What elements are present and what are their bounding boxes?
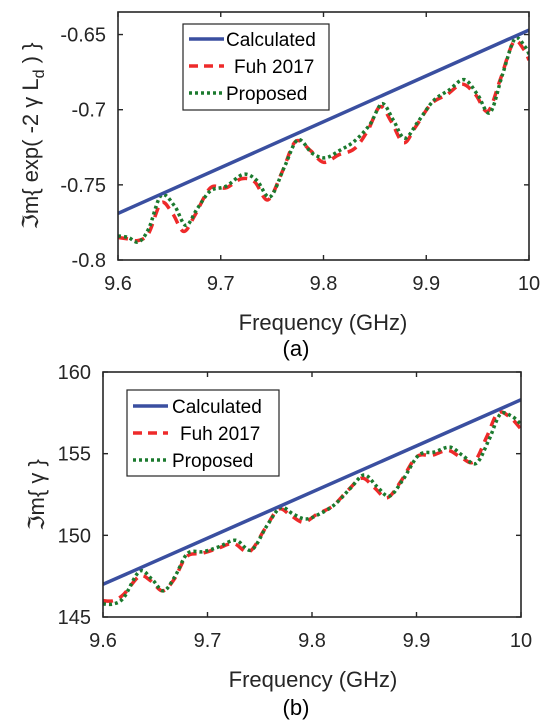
legend-a: Calculated Fuh 2017 Proposed [182,23,330,111]
y-tick-label: 145 [58,607,91,629]
x-tick-label: 9.8 [298,630,326,652]
y-tick-label: -0.75 [60,175,106,197]
x-tick-label: 9.9 [403,630,431,652]
x-tick-label: 10 [510,630,532,652]
y-tick-label: 160 [58,362,91,384]
x-tick-label: 9.6 [89,630,117,652]
y-tick-label: -0.8 [72,250,106,272]
legend-b-label-fuh2017: Fuh 2017 [180,424,260,445]
x-tick-label: 10 [518,273,540,295]
chart-panel-a: 9.6 9.7 9.8 9.9 10 -0.8 -0.75 -0.7 -0.65 Frequen… [18,11,540,361]
chart-panel-b: 9.6 9.7 9.8 9.9 10 145 150 155 160 Frequency (GH… [24,362,532,720]
legend-b-label-proposed: Proposed [172,451,253,472]
series-line-calculated-b [103,398,521,586]
y-axis-label-a: ℑm{ exp( -2 γ Ld ) } [18,43,48,230]
legend-b-label-calculated: Calculated [172,397,262,418]
legend-a-label-calculated: Calculated [226,30,316,51]
tick-labels-a: 9.6 9.7 9.8 9.9 10 -0.8 -0.75 -0.7 -0.65 [60,12,540,295]
caption-a: (a) [283,336,310,361]
x-tick-label: 9.7 [194,630,222,652]
y-tick-label: -0.65 [60,25,106,47]
y-axis-label-a-end: ) } [18,43,43,70]
y-axis-label-a-subscript: d [31,69,48,78]
tick-labels-b: 9.6 9.7 9.8 9.9 10 145 150 155 160 [58,362,533,652]
series-line-proposed-b [103,411,521,607]
y-tick-label: 150 [58,525,91,547]
legend-b: Calculated Fuh 2017 Proposed [126,389,280,477]
plot-area-a [118,28,529,244]
y-axis-label-a-main: ℑm{ exp( -2 γ L [18,78,43,229]
x-tick-label: 9.6 [104,273,132,295]
plot-area-b [103,398,521,607]
x-axis-label-b: Frequency (GHz) [229,667,398,692]
y-axis-label-b: ℑm{ γ } [24,459,49,531]
series-line-calculated-a [118,28,529,216]
x-axis-label-a: Frequency (GHz) [239,310,408,335]
y-tick-label: -0.7 [72,100,106,122]
legend-a-label-proposed: Proposed [226,84,307,105]
legend-a-label-fuh2017: Fuh 2017 [234,57,314,78]
series-line-fuh2017-a [118,38,529,243]
y-tick-label: 155 [58,444,91,466]
caption-b: (b) [283,695,310,720]
x-tick-label: 9.9 [412,273,440,295]
x-tick-label: 9.7 [207,273,235,295]
x-tick-label: 9.8 [310,273,338,295]
